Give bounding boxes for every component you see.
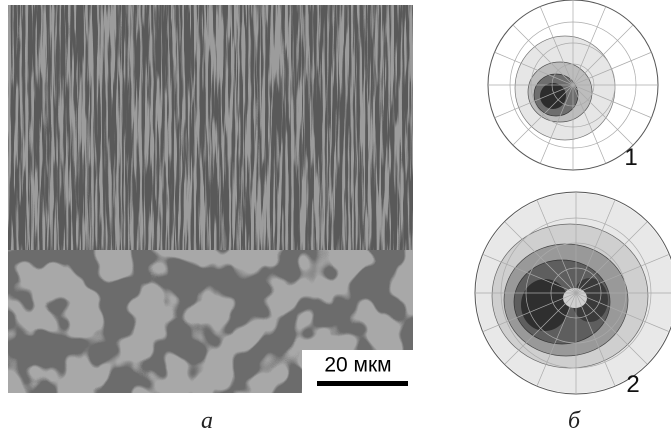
columnar-structure — [8, 5, 413, 260]
pole-figure: 2 — [474, 191, 671, 398]
pf-label: 1 — [624, 144, 637, 171]
pf-label: 2 — [626, 371, 639, 398]
panel-label: б — [568, 408, 581, 434]
pf-grid — [488, 0, 658, 170]
micrograph: 20 мкм — [8, 5, 413, 393]
pf-grid — [475, 192, 671, 394]
panel-label: а — [201, 408, 213, 434]
scale-bar — [317, 381, 408, 386]
scale-text: 20 мкм — [324, 354, 391, 377]
pole-figure: 1 — [487, 0, 659, 171]
